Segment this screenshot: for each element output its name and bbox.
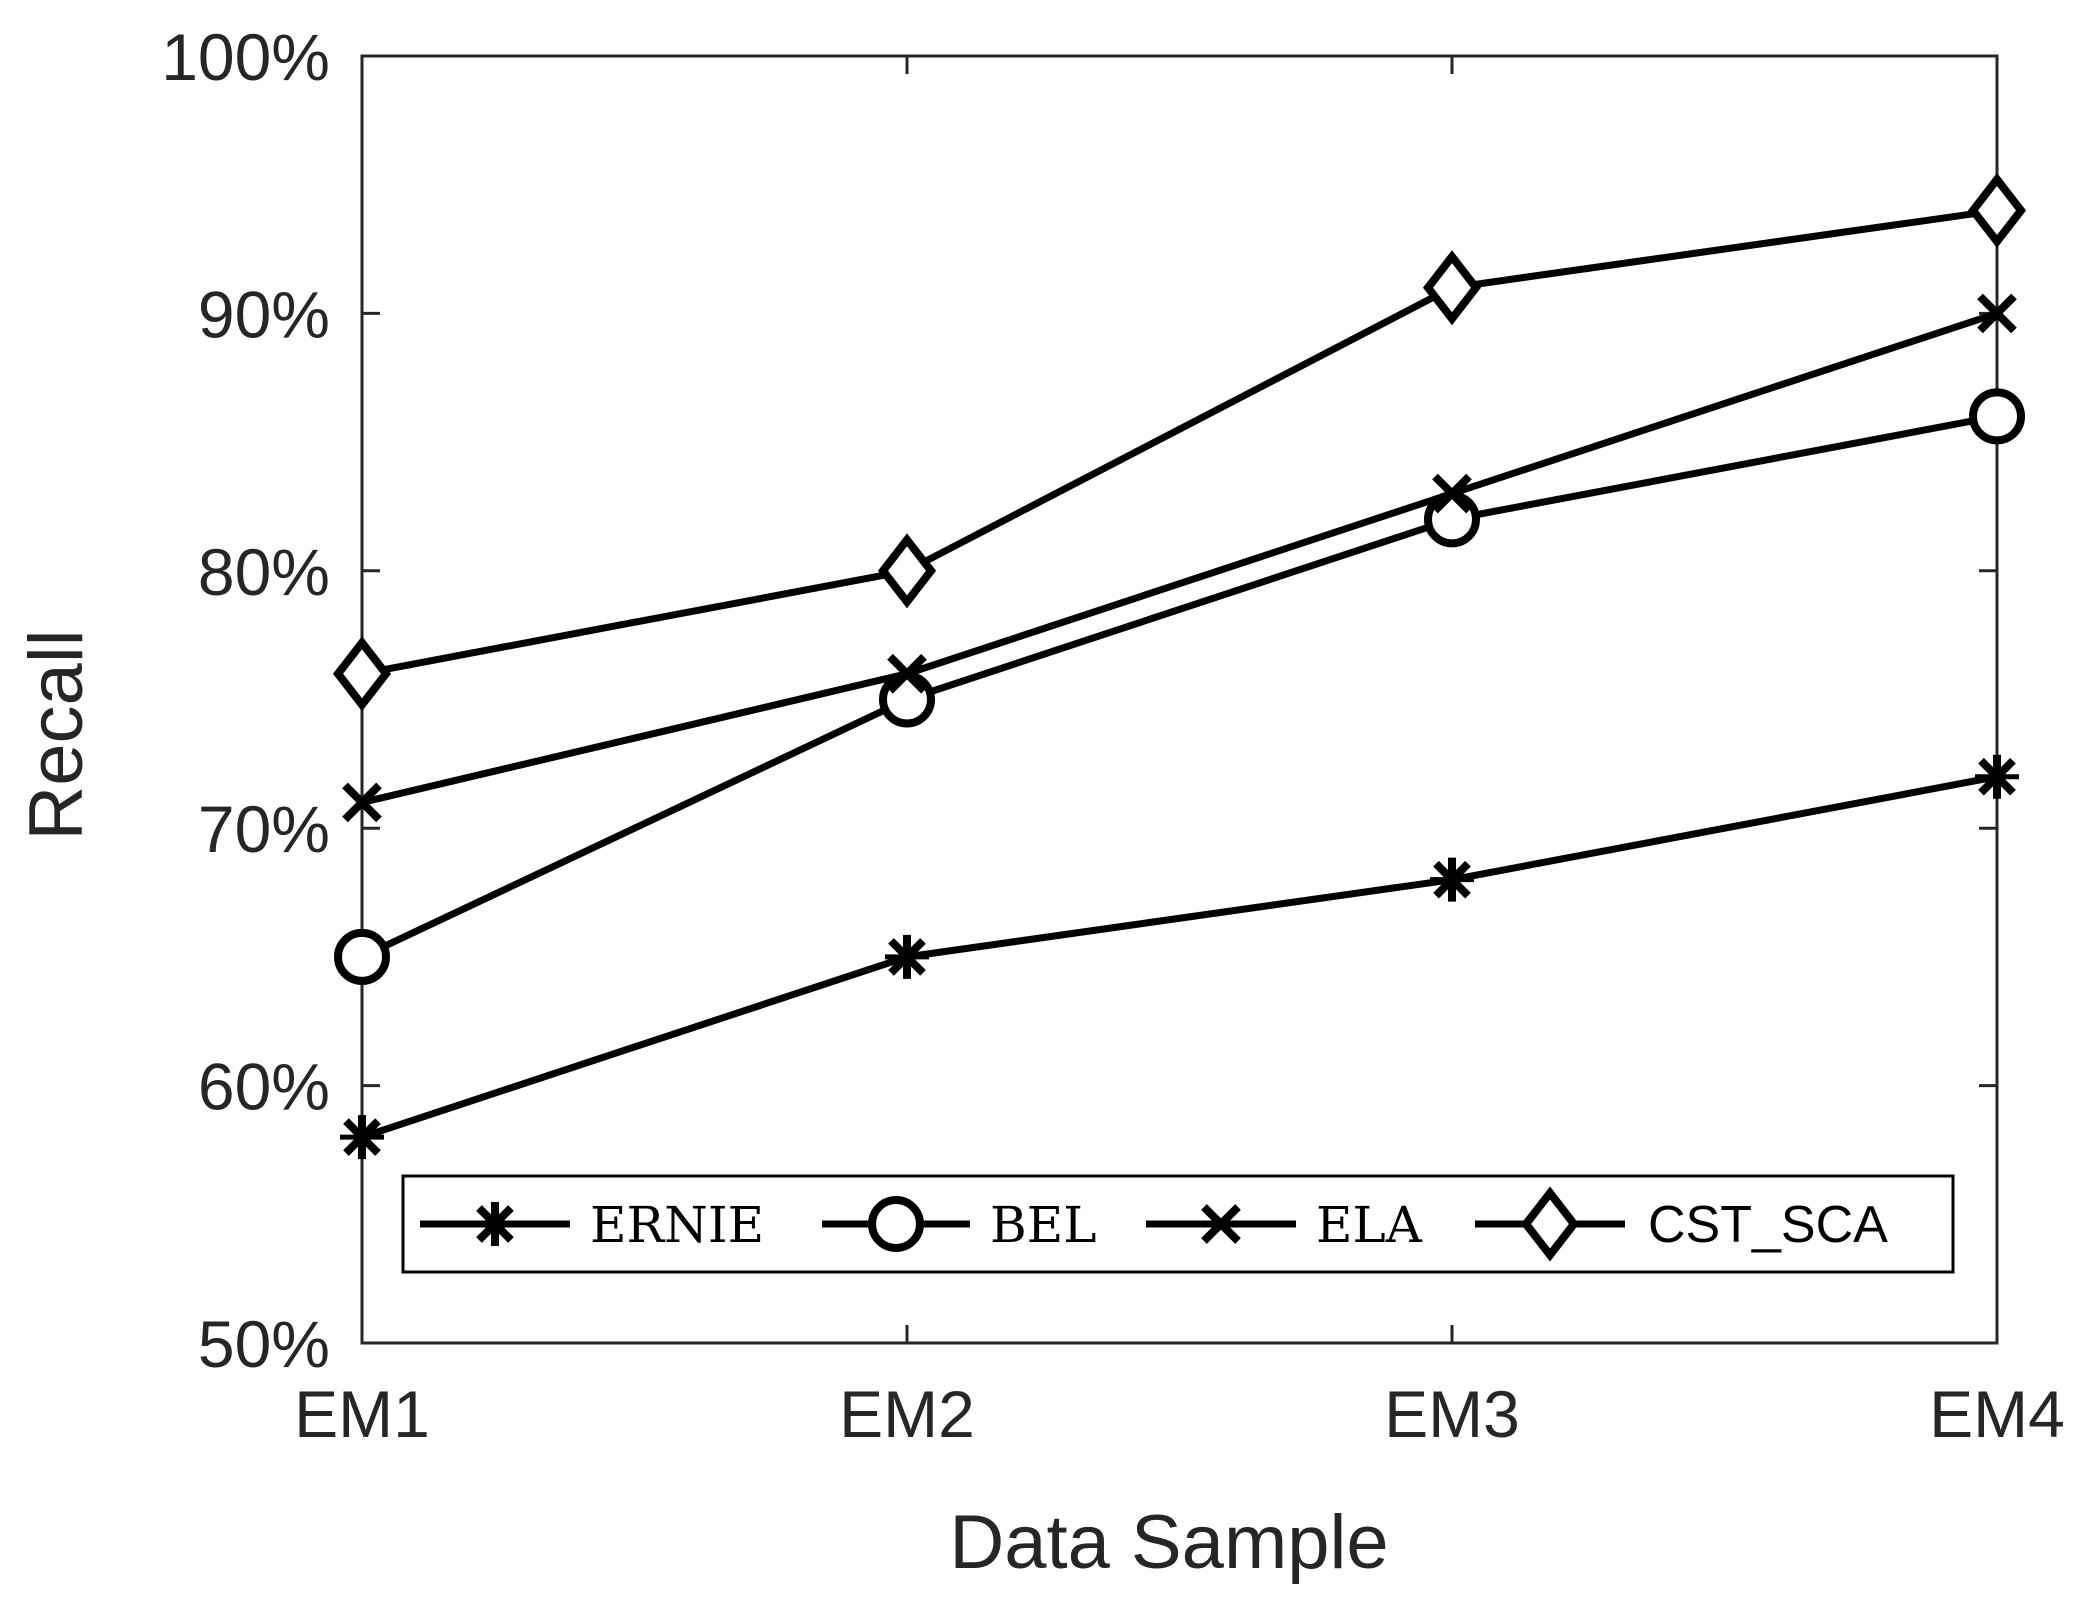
legend-marker-cst-sca-shape [1520, 1186, 1580, 1262]
data-point-ela-em3 [1432, 473, 1472, 514]
legend-label-ela: ELA [1316, 1196, 1423, 1254]
y-tick-label: 70% [198, 792, 330, 866]
data-point-cst-sca-em1 [332, 636, 392, 712]
legend-marker-ernie [473, 1202, 517, 1246]
legend-label-ernie: ERNIE [590, 1196, 764, 1254]
data-point-ernie-em4 [1975, 754, 2019, 799]
data-point-bel-em2-shape [879, 671, 935, 728]
legend-marker-ela-stroke-b [1201, 1204, 1241, 1244]
y-tick-label: 90% [198, 277, 330, 351]
data-point-cst-sca-em3 [1422, 250, 1482, 326]
x-tick-label: EM1 [294, 1377, 430, 1451]
x-tick-label: EM3 [1384, 1377, 1520, 1451]
series-line-cst-sca [361, 206, 1998, 678]
plot-area: 50% 60% 70% 80% 90% 100% EM1 EM2 EM3 EM4 [161, 20, 2065, 1451]
legend: ERNIE BEL ELA CST_SCA [401, 1174, 1955, 1274]
y-tick-label: 80% [198, 535, 330, 609]
legend-marker-bel [868, 1196, 924, 1252]
legend-marker-cst-sca [1520, 1186, 1580, 1262]
data-point-ernie-em3 [1430, 857, 1474, 902]
data-point-ela-em4-stroke-b [1977, 293, 2017, 334]
data-point-ela-em4 [1977, 293, 2017, 334]
data-point-ernie-em1 [340, 1115, 384, 1160]
data-point-ela-em2 [887, 653, 927, 694]
legend-marker-bel-shape [868, 1196, 924, 1252]
data-point-cst-sca-em2-shape [877, 533, 937, 609]
data-point-bel-em3-shape [1424, 491, 1480, 548]
x-axis-title: Data Sample [949, 1500, 1388, 1585]
y-tick-label: 60% [198, 1050, 330, 1124]
series-line-ela [361, 310, 1999, 806]
data-point-bel-em4 [1969, 388, 2025, 445]
data-point-bel-em1-shape [334, 928, 390, 985]
data-point-ela-em1 [342, 782, 382, 823]
legend-label-bel: BEL [990, 1196, 1096, 1254]
data-point-ela-em3-stroke-b [1432, 473, 1472, 514]
y-tick-label: 50% [198, 1307, 330, 1381]
legend-label-cst-sca: CST_SCA [1648, 1196, 1888, 1254]
data-point-ernie-em2 [885, 934, 929, 979]
legend-marker-ela [1201, 1204, 1241, 1244]
data-point-bel-em4-shape [1969, 388, 2025, 445]
x-tick-label: EM2 [839, 1377, 975, 1451]
data-point-bel-em3 [1424, 491, 1480, 548]
series-line-bel [360, 412, 1998, 961]
data-point-cst-sca-em4 [1967, 172, 2027, 248]
series-line-ernie [360, 773, 1998, 1141]
data-point-cst-sca-em1-shape [332, 636, 392, 712]
x-tick-label: EM4 [1929, 1377, 2065, 1451]
y-axis-title: Recall [14, 629, 99, 840]
y-tick-label: 100% [161, 20, 330, 94]
data-point-cst-sca-em4-shape [1967, 172, 2027, 248]
data-point-cst-sca-em3-shape [1422, 250, 1482, 326]
data-point-ela-em1-stroke-b [342, 782, 382, 823]
data-point-cst-sca-em2 [877, 533, 937, 609]
data-point-bel-em1 [334, 928, 390, 985]
data-point-ela-em2-stroke-b [887, 653, 927, 694]
data-point-bel-em2 [879, 671, 935, 728]
